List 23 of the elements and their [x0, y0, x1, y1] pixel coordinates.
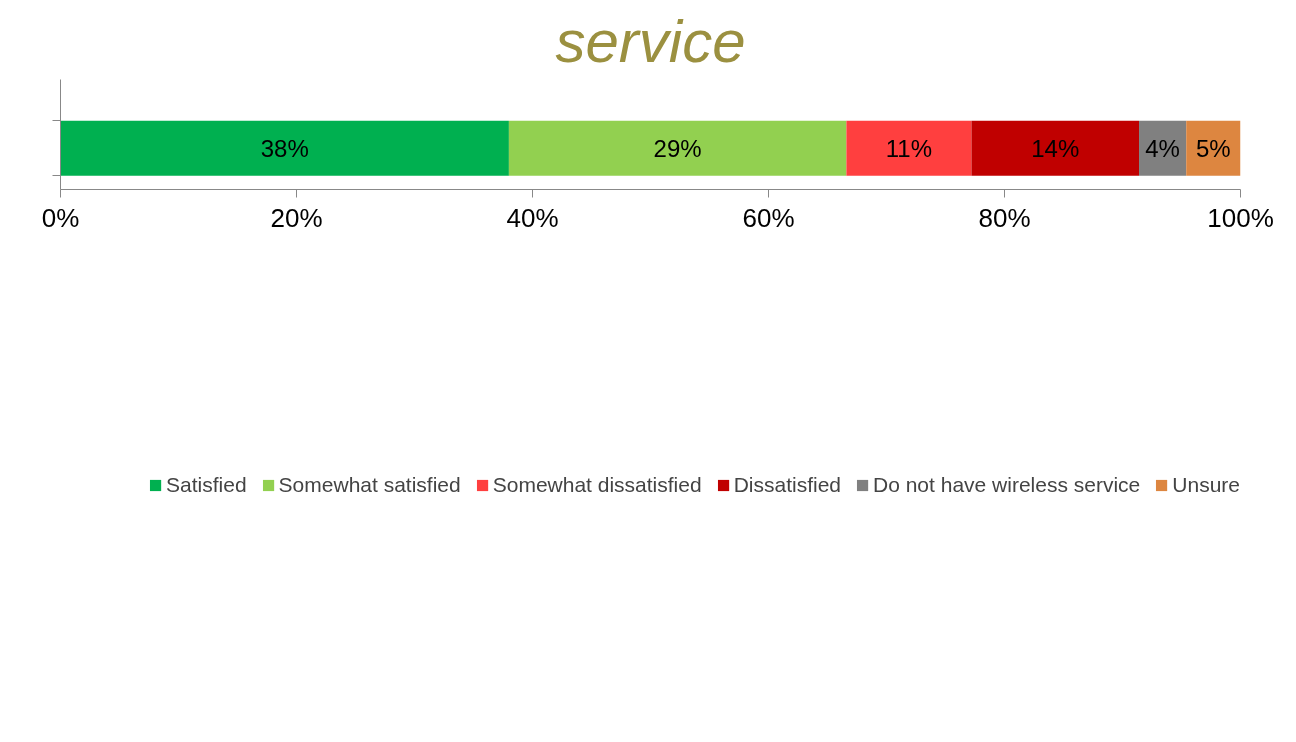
x-tick-label: 100%: [1207, 202, 1274, 233]
data-label: 29%: [653, 134, 702, 162]
chart-title: service: [555, 7, 746, 75]
bar: [508, 120, 847, 176]
data-label: 11%: [885, 134, 933, 162]
x-tick-label: 20%: [270, 202, 323, 233]
data-label: 5%: [1196, 134, 1231, 162]
legend-label: Somewhat satisfied: [278, 473, 461, 497]
x-tick-label: 40%: [506, 202, 559, 233]
data-label: 4%: [1145, 134, 1180, 162]
legend-label: Somewhat dissatisfied: [492, 473, 702, 497]
data-label: 14%: [1031, 134, 1080, 162]
legend-label: Do not have wireless service: [873, 473, 1141, 497]
legend-label: Unsure: [1172, 473, 1240, 497]
x-tick-label: 80%: [978, 202, 1031, 233]
x-tick-label: 60%: [742, 202, 795, 233]
legend-label: Dissatisfied: [733, 473, 842, 497]
data-label: 38%: [260, 134, 309, 162]
x-tick-label: 0%: [41, 202, 80, 233]
legend-label: Satisfied: [166, 473, 247, 497]
bar: [60, 120, 509, 176]
bar: [846, 120, 972, 176]
bar: [971, 120, 1140, 176]
